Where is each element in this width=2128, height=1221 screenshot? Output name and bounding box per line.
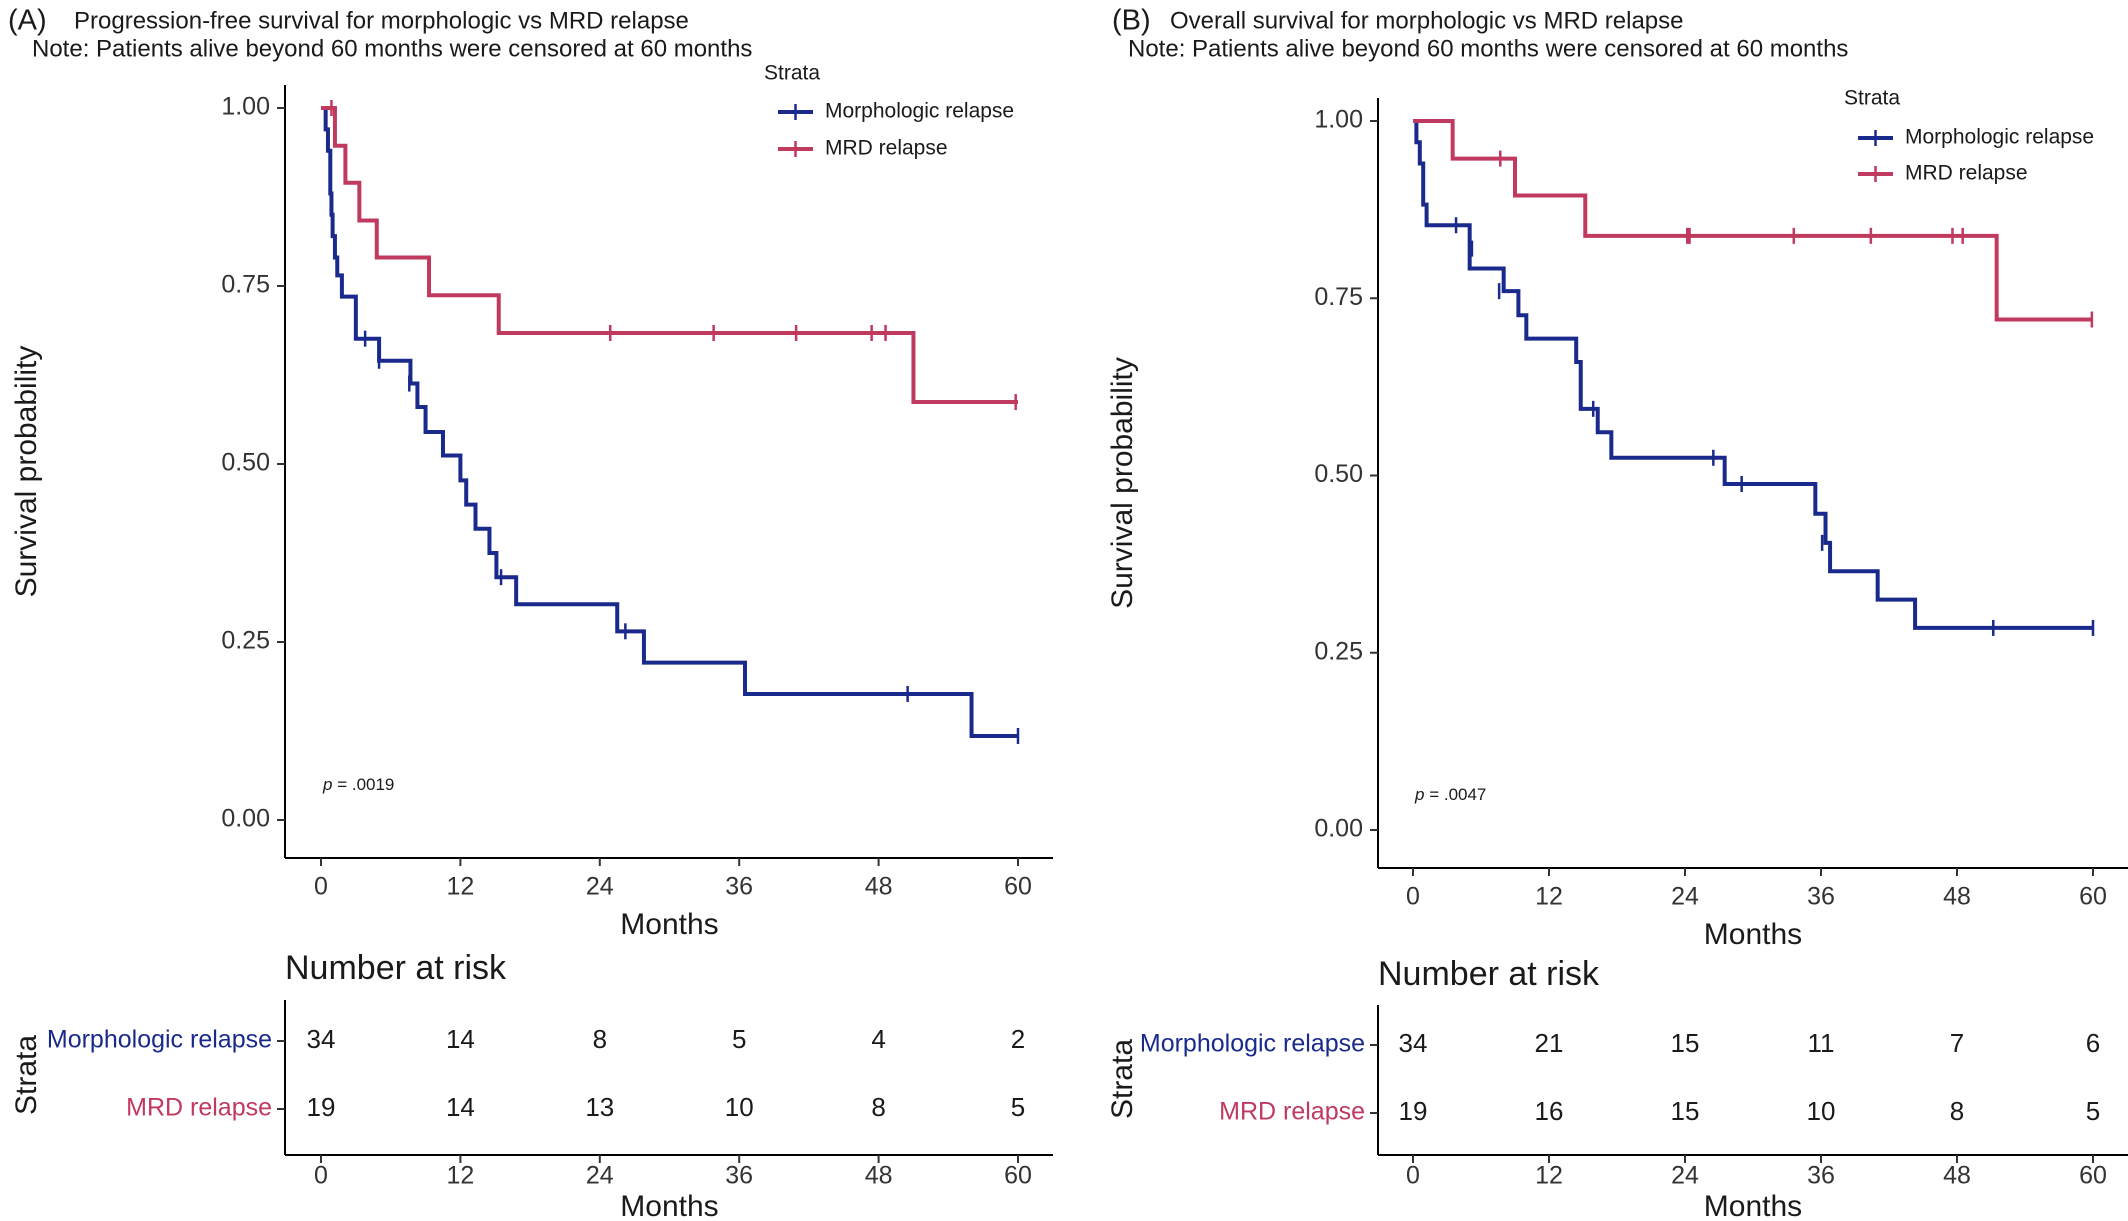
x-tick-label: 24 — [586, 873, 614, 901]
risk-count: 16 — [1535, 1096, 1564, 1126]
risk-count: 7 — [1950, 1028, 1964, 1058]
x-tick-label: 24 — [1671, 883, 1699, 911]
risk-row-label: Morphologic relapse — [47, 1026, 272, 1054]
risk-count: 6 — [2086, 1028, 2100, 1058]
p-value: p = .0047 — [1414, 785, 1486, 804]
x-tick-label: 60 — [1004, 873, 1032, 901]
x-axis-title: Months — [1704, 918, 1802, 951]
risk-x-tick-label: 24 — [586, 1162, 614, 1190]
risk-row-label: MRD relapse — [126, 1094, 272, 1122]
risk-count: 15 — [1671, 1028, 1700, 1058]
risk-count: 34 — [1399, 1028, 1428, 1058]
p-value-text: = .0019 — [332, 775, 394, 794]
risk-x-tick-label: 12 — [1535, 1162, 1563, 1190]
risk-count: 2 — [1011, 1024, 1025, 1054]
x-tick-label: 60 — [2079, 883, 2107, 911]
risk-x-tick-label: 60 — [2079, 1162, 2107, 1190]
p-value-label: p — [1414, 785, 1424, 804]
risk-x-tick-label: 0 — [1406, 1162, 1420, 1190]
risk-count: 19 — [307, 1092, 336, 1122]
chart-title: Progression-free survival for morphologi… — [74, 7, 689, 34]
y-tick-label: 0.50 — [221, 449, 270, 477]
risk-x-tick-label: 0 — [314, 1162, 328, 1190]
risk-count: 5 — [2086, 1096, 2100, 1126]
y-tick-label: 1.00 — [221, 93, 270, 121]
risk-strata-axis-title: Strata — [1106, 1039, 1139, 1119]
risk-table-title: Number at risk — [1378, 955, 1600, 993]
risk-count: 34 — [307, 1024, 336, 1054]
risk-count: 15 — [1671, 1096, 1700, 1126]
x-tick-label: 0 — [314, 873, 328, 901]
risk-count: 11 — [1808, 1028, 1835, 1058]
risk-count: 8 — [593, 1024, 607, 1054]
risk-count: 13 — [585, 1092, 614, 1122]
p-value: p = .0019 — [322, 775, 394, 794]
risk-row-label: Morphologic relapse — [1140, 1030, 1365, 1058]
chart-note: Note: Patients alive beyond 60 months we… — [32, 35, 752, 62]
risk-count: 14 — [446, 1092, 475, 1122]
km-curve-morphologic — [1413, 119, 2093, 630]
km-curve-morphologic — [321, 106, 1018, 738]
x-tick-label: 36 — [1807, 883, 1835, 911]
y-tick-label: 1.00 — [1314, 106, 1363, 134]
y-tick-label: 0.75 — [221, 271, 270, 299]
km-curve-mrd — [321, 106, 1018, 405]
chart-note: Note: Patients alive beyond 60 months we… — [1128, 35, 1848, 62]
risk-count: 10 — [725, 1092, 754, 1122]
risk-count: 19 — [1399, 1096, 1428, 1126]
risk-count: 21 — [1535, 1028, 1564, 1058]
km-curve-mrd — [1413, 119, 2093, 322]
risk-count: 4 — [871, 1024, 885, 1054]
y-tick-label: 0.00 — [221, 805, 270, 833]
y-tick-label: 0.25 — [221, 627, 270, 655]
legend-label: MRD relapse — [825, 137, 948, 160]
risk-x-tick-label: 60 — [1004, 1162, 1032, 1190]
y-tick-label: 0.25 — [1314, 637, 1363, 665]
x-tick-label: 12 — [446, 873, 474, 901]
risk-count: 5 — [732, 1024, 746, 1054]
x-tick-label: 36 — [725, 873, 753, 901]
risk-strata-axis-title: Strata — [10, 1035, 43, 1115]
x-tick-label: 48 — [1943, 883, 1971, 911]
legend-label: Morphologic relapse — [825, 100, 1014, 123]
risk-x-tick-label: 48 — [1943, 1162, 1971, 1190]
risk-count: 5 — [1011, 1092, 1025, 1122]
legend-label: MRD relapse — [1905, 162, 2028, 185]
risk-count: 14 — [446, 1024, 475, 1054]
risk-x-axis-title: Months — [620, 1190, 718, 1221]
chart-title: Overall survival for morphologic vs MRD … — [1170, 7, 1684, 34]
risk-count: 8 — [871, 1092, 885, 1122]
risk-count: 10 — [1807, 1096, 1836, 1126]
risk-x-tick-label: 48 — [865, 1162, 893, 1190]
risk-x-axis-title: Months — [1704, 1190, 1802, 1221]
x-tick-label: 12 — [1535, 883, 1563, 911]
panel-b: (B) Overall survival for morphologic vs M… — [1106, 5, 2128, 1221]
x-tick-label: 48 — [865, 873, 893, 901]
x-tick-label: 0 — [1406, 883, 1420, 911]
p-value-text: = .0047 — [1424, 785, 1486, 804]
y-tick-label: 0.50 — [1314, 460, 1363, 488]
legend-label: Morphologic relapse — [1905, 126, 2094, 149]
y-tick-label: 0.00 — [1314, 815, 1363, 843]
panel-a: (A) Progression-free survival for morphol… — [8, 5, 1053, 1221]
risk-table-title: Number at risk — [285, 949, 507, 987]
y-axis-title: Survival probability — [10, 346, 43, 598]
risk-x-tick-label: 36 — [1807, 1162, 1835, 1190]
panel-label: (B) — [1112, 5, 1151, 37]
risk-row-label: MRD relapse — [1219, 1098, 1365, 1126]
y-tick-label: 0.75 — [1314, 283, 1363, 311]
risk-x-tick-label: 24 — [1671, 1162, 1699, 1190]
legend-title: Strata — [1844, 87, 1900, 110]
panel-label: (A) — [8, 5, 47, 37]
risk-x-tick-label: 36 — [725, 1162, 753, 1190]
p-value-label: p — [322, 775, 332, 794]
legend-title: Strata — [764, 62, 820, 85]
risk-x-tick-label: 12 — [446, 1162, 474, 1190]
x-axis-title: Months — [620, 908, 718, 941]
y-axis-title: Survival probability — [1106, 357, 1139, 609]
risk-count: 8 — [1950, 1096, 1964, 1126]
